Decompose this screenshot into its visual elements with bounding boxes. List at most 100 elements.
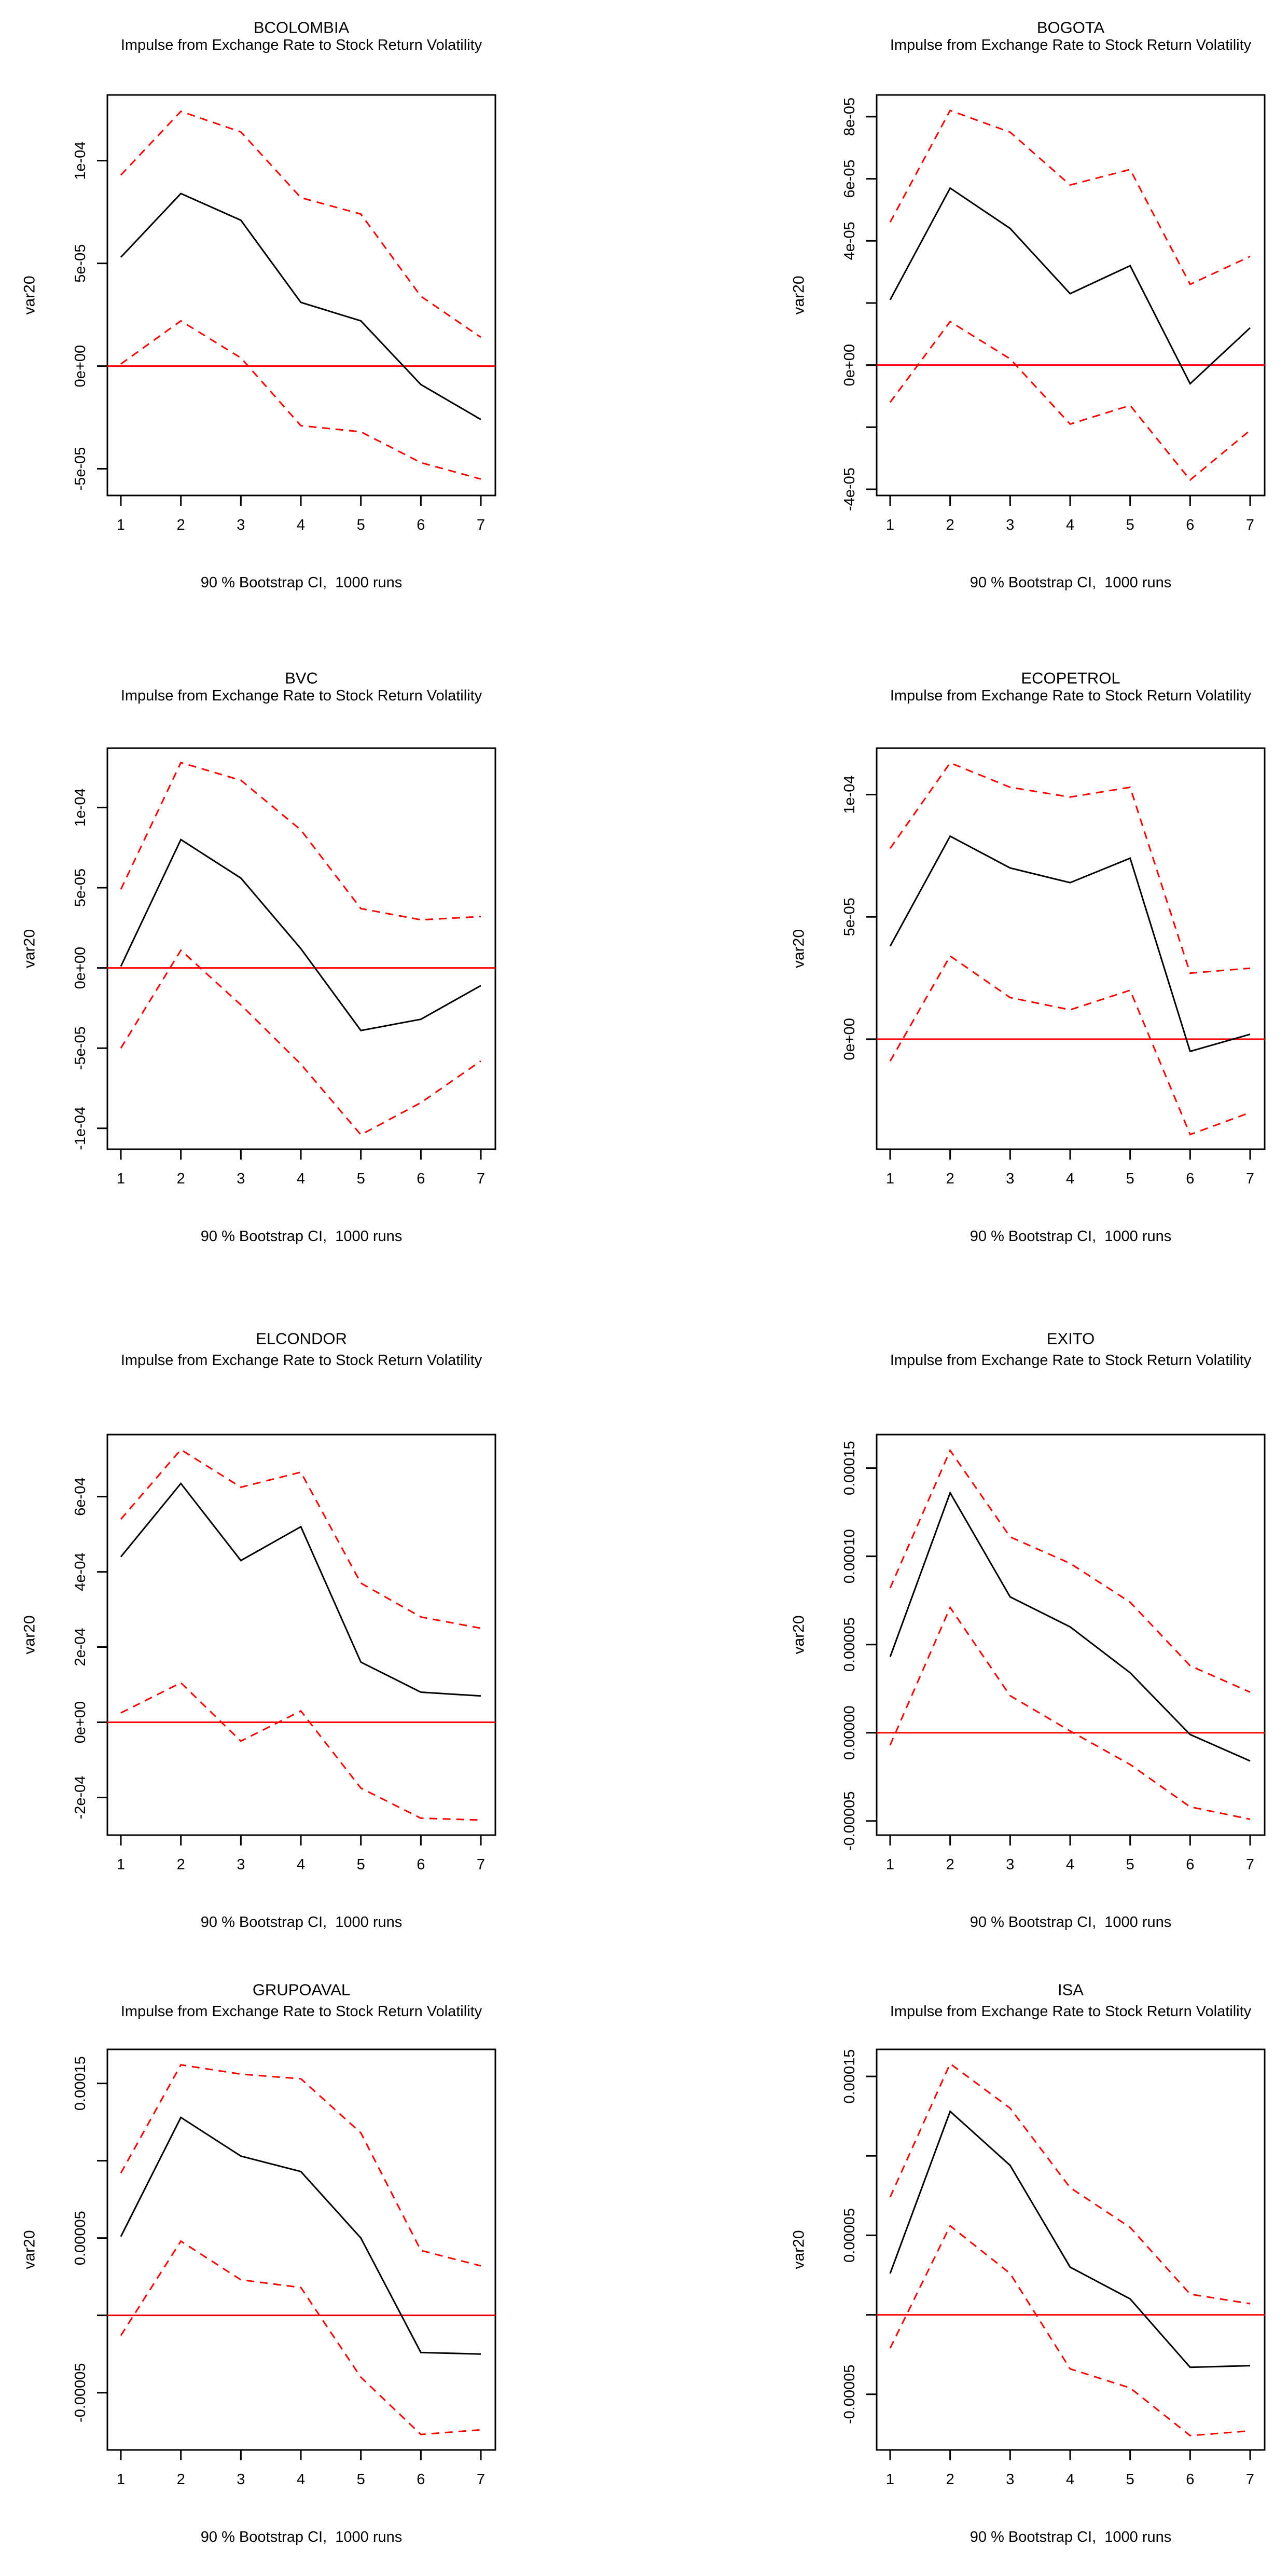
x-tick-label: 7 [477,1170,485,1187]
impulse-response-line [120,2116,481,2355]
x-tick-label: 1 [886,1170,894,1187]
plot-box [876,2048,1266,2451]
chart-caption: 90 % Bootstrap CI, 1000 runs [970,2529,1172,2545]
lower-90-ci-line [120,320,481,480]
lower-90-ci-line [889,2224,1251,2436]
impulse-response-line [889,1491,1251,1762]
y-axis-title: var20 [21,275,38,314]
x-tick-label: 5 [357,517,365,533]
impulse-response-line [120,192,481,420]
lower-90-ci-line [889,1606,1251,1820]
impulse-response-line [120,838,481,1031]
y-axis-title: var20 [791,1615,808,1654]
x-tick-label: 3 [1006,2471,1014,2488]
x-tick-label: 6 [417,517,425,533]
x-tick-label: 2 [177,517,185,533]
y-tick-label: 4e-04 [72,1552,89,1591]
y-tick-label: 4e-05 [841,222,858,260]
y-tick-label: 8e-05 [841,98,858,136]
upper-90-ci-line [120,110,481,338]
y-tick-label: 0.00015 [841,1441,858,1495]
y-tick-label: 1e-04 [72,142,89,180]
chart-title: GRUPOAVAL [253,1981,350,1999]
plot-box [876,94,1266,497]
y-tick-label: 0e+00 [72,1701,89,1743]
plot-box [876,747,1266,1150]
x-tick-label: 2 [946,1170,954,1187]
x-tick-label: 1 [886,2471,894,2488]
chart-caption: 90 % Bootstrap CI, 1000 runs [201,2529,403,2545]
y-tick-label: 2e-04 [72,1628,89,1666]
chart-title: BCOLOMBIA [254,19,350,37]
x-tick-label: 5 [1126,1856,1134,1873]
x-tick-label: 4 [297,1856,305,1873]
x-tick-label: 2 [946,2471,954,2488]
y-tick-label: -0.00005 [72,2363,89,2422]
x-tick-label: 5 [357,1170,365,1187]
y-tick-label: -5e-05 [72,447,89,491]
upper-90-ci-line [889,762,1251,974]
x-tick-label: 2 [177,1856,185,1873]
irf-panel-elcondor: ELCONDOR Impulse from Exchange Rate to St… [21,1330,496,1931]
y-tick-label: -0.00005 [841,1792,858,1851]
y-tick-label: -2e-04 [72,1776,89,1820]
impulse-response-line [889,187,1251,385]
lower-90-ci-line [889,320,1251,481]
x-tick-label: 4 [1066,2471,1074,2488]
chart-subtitle: Impulse from Exchange Rate to Stock Retu… [890,687,1252,704]
x-tick-label: 6 [1186,2471,1194,2488]
y-tick-label: 0.00000 [841,1705,858,1760]
x-tick-label: 3 [1006,517,1014,533]
chart-title: BVC [285,669,318,687]
upper-90-ci-line [889,109,1251,286]
x-tick-label: 5 [1126,1170,1134,1187]
upper-90-ci-line [889,1449,1251,1693]
x-tick-label: 6 [417,2471,425,2488]
x-tick-label: 4 [1066,1856,1074,1873]
lower-90-ci-line [889,955,1251,1136]
y-tick-label: 0.00005 [841,2208,858,2263]
x-tick-label: 4 [297,517,305,533]
irf-panel-exito: EXITO Impulse from Exchange Rate to Stock… [791,1330,1266,1931]
x-tick-label: 1 [117,2471,125,2488]
chart-subtitle: Impulse from Exchange Rate to Stock Retu… [121,37,482,53]
x-tick-label: 5 [357,1856,365,1873]
plot-box [876,1434,1266,1836]
chart-title: ECOPETROL [1021,669,1120,687]
y-tick-label: -5e-05 [72,1026,89,1070]
y-tick-label: 0.00005 [841,1617,858,1672]
y-tick-label: 0e+00 [72,947,89,989]
upper-90-ci-line [120,1449,481,1629]
y-tick-label: 0.00015 [841,2049,858,2104]
y-tick-label: 0.00005 [72,2211,89,2265]
impulse-response-line [120,1482,481,1697]
lower-90-ci-line [120,1682,481,1821]
chart-subtitle: Impulse from Exchange Rate to Stock Retu… [890,2003,1252,2020]
y-tick-label: 5e-05 [72,244,89,283]
chart-title: ISA [1058,1981,1084,1999]
x-tick-label: 6 [417,1170,425,1187]
x-tick-label: 4 [297,1170,305,1187]
impulse-response-line [889,2110,1251,2368]
y-tick-label: 1e-04 [841,775,858,814]
impulse-response-line [889,835,1251,1053]
x-tick-label: 7 [1246,1170,1254,1187]
plot-box [106,2048,496,2451]
x-tick-label: 7 [477,517,485,533]
x-tick-label: 3 [237,2471,245,2488]
y-tick-label: 0e+00 [72,345,89,387]
x-tick-label: 2 [177,2471,185,2488]
y-tick-label: 0e+00 [841,344,858,386]
x-tick-label: 6 [417,1856,425,1873]
irf-panel-grupoaval: GRUPOAVAL Impulse from Exchange Rate to S… [21,1981,496,2545]
y-tick-label: 5e-05 [72,869,89,907]
upper-90-ci-line [120,2064,481,2267]
x-tick-label: 7 [1246,517,1254,533]
lower-90-ci-line [120,949,481,1136]
